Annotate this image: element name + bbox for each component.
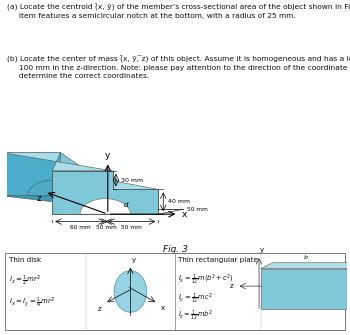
Text: $I_x = I_y = \frac{1}{4}mr^2$: $I_x = I_y = \frac{1}{4}mr^2$: [9, 295, 55, 310]
Polygon shape: [261, 263, 350, 269]
Text: 40 mm: 40 mm: [168, 199, 190, 204]
Text: 50 mm: 50 mm: [121, 225, 142, 230]
Text: Fig. 3: Fig. 3: [162, 245, 188, 254]
Polygon shape: [0, 152, 113, 171]
Text: x: x: [161, 305, 165, 311]
Text: (b) Locate the center of mass (̄x, ȳ, ̅z) of this object. Assume it is homogeneo: (b) Locate the center of mass (̄x, ȳ, ̅z…: [7, 56, 350, 79]
Text: $I_z = \frac{1}{12}mb^2$: $I_z = \frac{1}{12}mb^2$: [178, 309, 214, 323]
Polygon shape: [261, 269, 350, 309]
Text: z: z: [230, 283, 233, 289]
Polygon shape: [0, 152, 106, 196]
Text: Thin disk: Thin disk: [9, 257, 41, 263]
Ellipse shape: [114, 271, 147, 312]
Text: 50 mm: 50 mm: [187, 207, 208, 212]
Text: y: y: [260, 247, 264, 253]
Text: $I_x = \frac{1}{12}m(b^2 + c^2)$: $I_x = \frac{1}{12}m(b^2 + c^2)$: [178, 273, 234, 287]
Polygon shape: [28, 180, 78, 196]
Polygon shape: [61, 152, 113, 189]
Text: b: b: [303, 255, 307, 260]
Text: $I_y = \frac{1}{12}mc^2$: $I_y = \frac{1}{12}mc^2$: [178, 291, 213, 306]
Polygon shape: [0, 196, 158, 214]
Text: $I_z = \frac{1}{2}mr^2$: $I_z = \frac{1}{2}mr^2$: [9, 274, 41, 288]
Text: z: z: [37, 194, 42, 203]
Text: Thin rectangular plate: Thin rectangular plate: [178, 257, 258, 263]
Text: y: y: [132, 257, 136, 263]
Text: 30 mm: 30 mm: [121, 178, 143, 183]
Polygon shape: [52, 171, 158, 214]
Text: y: y: [105, 150, 111, 159]
Text: 50 mm: 50 mm: [96, 225, 117, 230]
Polygon shape: [61, 171, 158, 189]
Text: x: x: [182, 210, 187, 219]
Text: 60 mm: 60 mm: [70, 225, 90, 230]
Polygon shape: [106, 171, 158, 214]
Text: $d$: $d$: [124, 200, 130, 209]
Polygon shape: [80, 199, 131, 214]
Text: z: z: [98, 306, 101, 312]
Text: (a) Locate the centroid (̄x, ȳ) of the member’s cross-sectional area of the obje: (a) Locate the centroid (̄x, ȳ) of the m…: [7, 3, 350, 19]
